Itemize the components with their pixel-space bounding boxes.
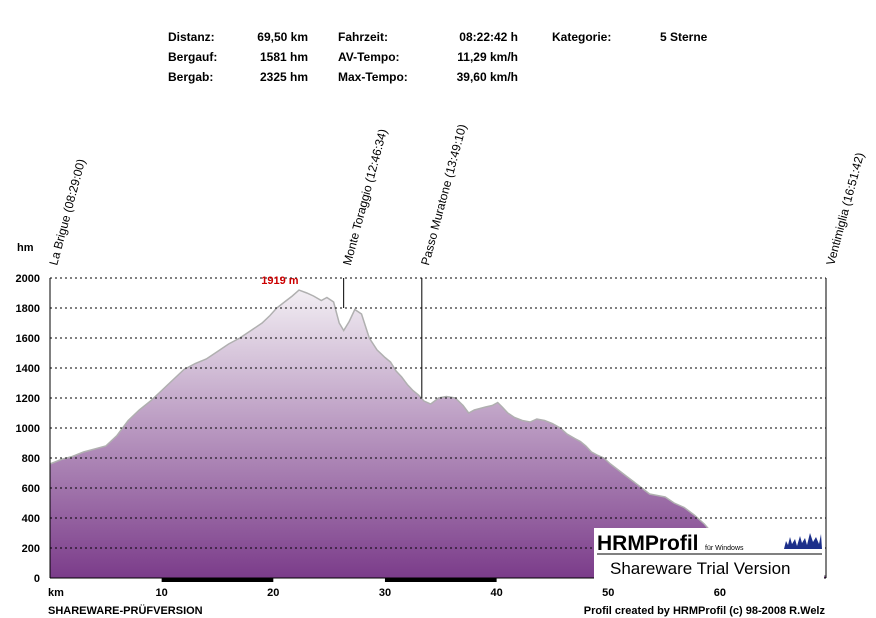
waypoint-label: Passo Muratone (13:49:10)	[418, 123, 469, 267]
y-tick-label: 800	[22, 453, 40, 465]
footer-shareware-note: SHAREWARE-PRÜFVERSION	[48, 605, 203, 617]
y-tick-label: 1200	[16, 393, 40, 405]
elevation-area	[50, 290, 826, 578]
y-tick-label: 1800	[16, 303, 40, 315]
watermark-profile-icon	[784, 533, 822, 549]
stat-label-max-tempo: Max-Tempo:	[338, 70, 408, 84]
stat-label-distanz: Distanz:	[168, 30, 215, 44]
x-tick-label: 10	[156, 587, 168, 599]
y-axis-label: hm	[17, 242, 34, 254]
x-tick-label: 30	[379, 587, 391, 599]
watermark-text: Shareware Trial Version	[610, 559, 790, 578]
stat-value-bergab: 2325 hm	[259, 70, 308, 84]
watermark-logo-sub: für Windows	[705, 545, 744, 552]
y-tick-label: 200	[22, 543, 40, 555]
max-elevation-label: 1919 m	[261, 275, 299, 287]
stat-value-fahrzeit: 08:22:42 h	[459, 30, 518, 44]
watermark-background	[594, 528, 824, 584]
waypoint-label: Ventimiglia (16:51:42)	[823, 151, 867, 267]
y-tick-label: 400	[22, 513, 40, 525]
y-tick-label: 1600	[16, 333, 40, 345]
y-tick-label: 1400	[16, 363, 40, 375]
watermark-logo: HRMProfil	[597, 532, 699, 555]
y-tick-label: 1000	[16, 423, 40, 435]
footer-credit: Profil created by HRMProfil (c) 98-2008 …	[583, 605, 825, 617]
x-tick-label: 60	[714, 587, 726, 599]
distance-bar-segment	[161, 578, 274, 582]
x-tick-label: 50	[602, 587, 614, 599]
stat-label-av-tempo: AV-Tempo:	[338, 50, 400, 64]
stat-value-max-tempo: 39,60 km/h	[456, 70, 518, 84]
stat-label-kategorie: Kategorie:	[552, 30, 612, 44]
x-tick-label: 20	[267, 587, 279, 599]
elevation-profile-chart: La Brigue (08:29:00) Monte Toraggio (12:4…	[16, 123, 867, 599]
stat-value-kategorie: 5 Sterne	[660, 30, 708, 44]
waypoint-label: La Brigue (08:29:00)	[46, 157, 88, 266]
distance-bar-segment	[384, 578, 497, 582]
stat-label-bergauf: Bergauf:	[168, 50, 218, 64]
y-tick-label: 2000	[16, 273, 40, 285]
stat-label-fahrzeit: Fahrzeit:	[338, 30, 389, 44]
stat-value-av-tempo: 11,29 km/h	[457, 50, 518, 64]
waypoint-label: Monte Toraggio (12:46:34)	[340, 127, 390, 266]
stat-value-distanz: 69,50 km	[257, 30, 308, 44]
y-tick-label: 600	[22, 483, 40, 495]
x-axis-label: km	[48, 587, 64, 599]
stat-value-bergauf: 1581 hm	[259, 50, 308, 64]
x-tick-label: 40	[490, 587, 502, 599]
shareware-watermark: HRMProfil für Windows Shareware Trial Ve…	[594, 528, 824, 584]
stat-label-bergab: Bergab:	[168, 70, 214, 84]
elevation-outline	[49, 289, 827, 577]
y-tick-label: 0	[34, 573, 40, 585]
